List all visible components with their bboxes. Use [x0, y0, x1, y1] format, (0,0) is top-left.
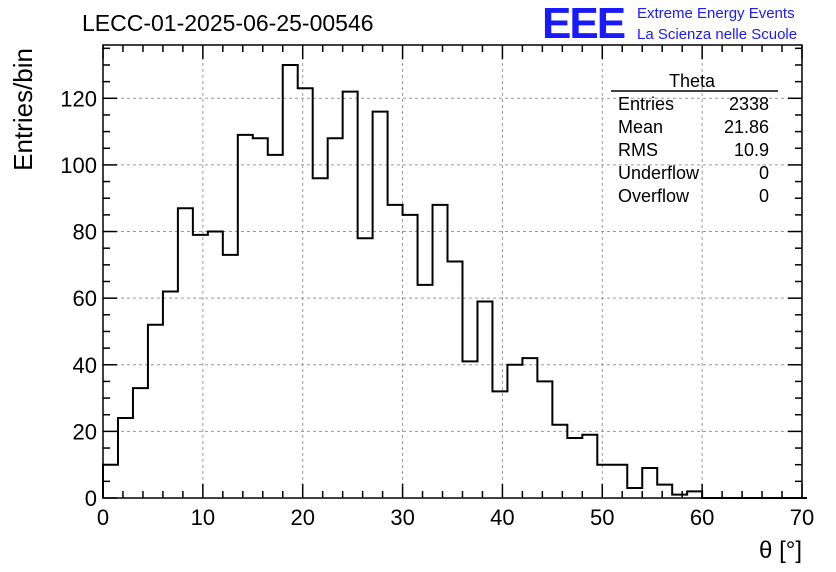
stats-row-label: RMS	[618, 140, 658, 160]
plot-frame	[102, 44, 803, 499]
eee-logo: EEE	[542, 0, 626, 48]
stats-row-label: Mean	[618, 117, 663, 137]
stats-row-value: 10.9	[734, 140, 769, 160]
y-tick-label: 100	[60, 153, 97, 178]
stats-row-label: Entries	[618, 94, 674, 114]
stats-row-value: 0	[759, 163, 769, 183]
stats-row-label: Overflow	[618, 186, 690, 206]
x-tick-label: 40	[490, 505, 514, 530]
x-tick-label: 0	[97, 505, 109, 530]
x-tick-label: 70	[790, 505, 814, 530]
logo-line-1: Extreme Energy Events	[637, 5, 795, 22]
x-axis-label: θ [°]	[759, 537, 802, 564]
stats-box: Theta Entries 2338 Mean 21.86 RMS 10.9 Underflo…	[611, 71, 778, 206]
y-tick-label: 0	[85, 486, 97, 511]
x-tick-label: 30	[390, 505, 414, 530]
y-tick-label: 120	[60, 86, 97, 111]
axis-layer: 0 10 20 30 40 50 60 70 0 20 40 60 80 100 120 θ [°] Entri…	[8, 44, 814, 564]
y-axis-label: Entries/bin	[8, 48, 38, 171]
y-tick-label: 80	[73, 220, 97, 245]
x-tick-label: 60	[690, 505, 714, 530]
stats-row-label: Underflow	[618, 163, 700, 183]
y-tick-label: 20	[73, 419, 97, 444]
x-tick-label: 10	[191, 505, 215, 530]
run-title: LECC-01-2025-06-25-00546	[82, 10, 374, 36]
stats-title: Theta	[669, 71, 716, 91]
logo-line-2: La Scienza nelle Scuole	[637, 26, 798, 43]
y-tick-label: 60	[73, 286, 97, 311]
stats-row-value: 2338	[729, 94, 769, 114]
grid-layer	[103, 45, 802, 498]
stats-row-value: 21.86	[724, 117, 769, 137]
x-tick-label: 20	[290, 505, 314, 530]
x-tick-label: 50	[590, 505, 614, 530]
histogram-series	[102, 63, 807, 499]
y-tick-label: 40	[73, 353, 97, 378]
stats-row-value: 0	[759, 186, 769, 206]
